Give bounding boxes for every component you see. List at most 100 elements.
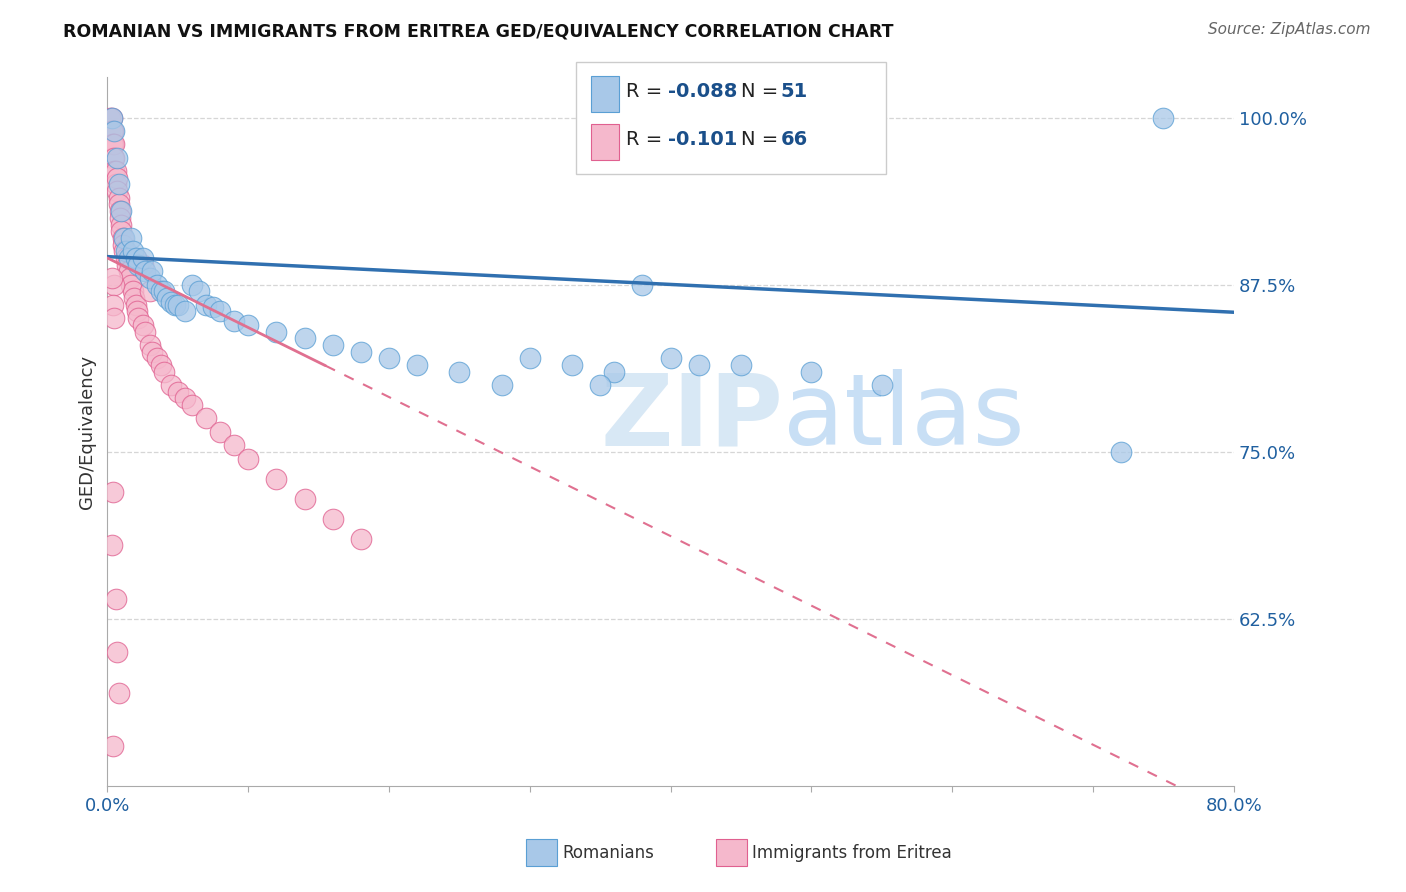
- Point: [631, 277, 654, 292]
- Point: [138, 338, 160, 352]
- Point: [108, 211, 131, 225]
- Point: [98, 111, 121, 125]
- Point: [152, 365, 174, 379]
- Text: 66: 66: [780, 130, 807, 149]
- Point: [131, 258, 153, 272]
- Point: [103, 311, 125, 326]
- Text: R =: R =: [626, 130, 675, 149]
- Point: [114, 244, 136, 259]
- Point: [103, 277, 125, 292]
- Point: [406, 358, 429, 372]
- Point: [103, 124, 125, 138]
- Point: [155, 291, 177, 305]
- Point: [166, 384, 188, 399]
- Point: [294, 491, 316, 506]
- Point: [294, 331, 316, 345]
- Point: [187, 285, 209, 299]
- Point: [121, 285, 143, 299]
- Point: [104, 178, 127, 192]
- Point: [159, 378, 181, 392]
- Point: [110, 218, 132, 232]
- Point: [603, 365, 626, 379]
- Point: [104, 591, 127, 606]
- Point: [138, 271, 160, 285]
- Text: 51: 51: [780, 82, 807, 101]
- Point: [519, 351, 541, 366]
- Point: [100, 538, 122, 552]
- Text: Immigrants from Eritrea: Immigrants from Eritrea: [752, 844, 952, 862]
- Point: [125, 304, 148, 318]
- Point: [105, 184, 128, 198]
- Point: [105, 151, 128, 165]
- Point: [800, 365, 823, 379]
- Point: [103, 164, 125, 178]
- Point: [98, 124, 121, 138]
- Point: [208, 425, 231, 439]
- Point: [180, 277, 202, 292]
- Point: [350, 344, 373, 359]
- Text: -0.101: -0.101: [668, 130, 737, 149]
- Point: [238, 451, 260, 466]
- Text: -0.088: -0.088: [668, 82, 737, 101]
- Point: [208, 304, 231, 318]
- Point: [159, 295, 181, 310]
- Point: [112, 244, 135, 259]
- Point: [117, 264, 139, 278]
- Point: [111, 237, 134, 252]
- Point: [107, 191, 129, 205]
- Text: Romanians: Romanians: [562, 844, 654, 862]
- Point: [1109, 445, 1132, 459]
- Point: [166, 298, 188, 312]
- Point: [105, 170, 128, 185]
- Point: [101, 298, 124, 312]
- Point: [100, 111, 122, 125]
- Point: [107, 197, 129, 211]
- Point: [101, 124, 124, 138]
- Point: [149, 285, 172, 299]
- Point: [141, 264, 163, 278]
- Point: [107, 178, 129, 192]
- Point: [124, 251, 146, 265]
- Point: [127, 258, 149, 272]
- Point: [117, 251, 139, 265]
- Point: [120, 231, 142, 245]
- Point: [101, 137, 124, 152]
- Point: [145, 351, 167, 366]
- Point: [134, 264, 156, 278]
- Point: [121, 244, 143, 259]
- Point: [589, 378, 612, 392]
- Point: [103, 137, 125, 152]
- Point: [100, 137, 122, 152]
- Point: [561, 358, 583, 372]
- Point: [322, 338, 344, 352]
- Point: [100, 111, 122, 125]
- Point: [163, 298, 186, 312]
- Point: [350, 532, 373, 546]
- Point: [100, 271, 122, 285]
- Text: ROMANIAN VS IMMIGRANTS FROM ERITREA GED/EQUIVALENCY CORRELATION CHART: ROMANIAN VS IMMIGRANTS FROM ERITREA GED/…: [63, 22, 894, 40]
- Point: [224, 314, 246, 328]
- Point: [194, 298, 217, 312]
- Point: [138, 285, 160, 299]
- Point: [103, 151, 125, 165]
- Point: [114, 251, 136, 265]
- Point: [110, 224, 132, 238]
- Text: ZIP: ZIP: [600, 369, 783, 467]
- Point: [870, 378, 893, 392]
- Point: [173, 392, 195, 406]
- Point: [112, 231, 135, 245]
- Point: [100, 124, 122, 138]
- Point: [688, 358, 710, 372]
- Point: [127, 311, 149, 326]
- Point: [115, 258, 138, 272]
- Point: [124, 298, 146, 312]
- Point: [491, 378, 513, 392]
- Point: [730, 358, 752, 372]
- Point: [108, 204, 131, 219]
- Point: [101, 739, 124, 753]
- Point: [659, 351, 682, 366]
- Point: [173, 304, 195, 318]
- Point: [238, 318, 260, 332]
- Text: N =: N =: [741, 82, 785, 101]
- Point: [322, 512, 344, 526]
